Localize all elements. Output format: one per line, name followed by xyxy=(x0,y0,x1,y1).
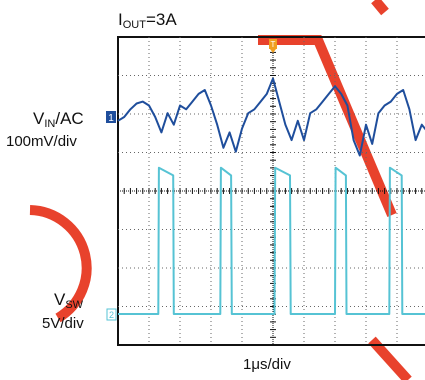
vin-marker-box xyxy=(106,111,116,123)
vsw-channel-label: VSW xyxy=(54,290,84,311)
vin-trace xyxy=(117,77,425,157)
watermark-arc-left xyxy=(29,205,92,323)
vsw-channel-marker: 2 xyxy=(106,308,117,321)
watermark-arc-bottom xyxy=(368,336,412,380)
watermark-arc-top xyxy=(258,35,397,217)
traces-layer xyxy=(117,77,425,315)
oscilloscope-grid xyxy=(117,36,425,346)
trigger-marker: T xyxy=(269,39,277,53)
output-current-label: IOUT=3A xyxy=(118,10,177,31)
timebase-label: 1μs/div xyxy=(243,356,291,373)
vsw-marker-text: 2 xyxy=(109,310,114,320)
watermark-decoration xyxy=(29,0,412,380)
vin-scale-label: 100mV/div xyxy=(6,133,77,150)
markers-layer: 1 2 T xyxy=(106,39,277,321)
vin-channel-label: VIN/AC xyxy=(33,109,84,130)
vin-channel-marker: 1 xyxy=(106,111,116,124)
trigger-marker-text: T xyxy=(271,40,276,49)
watermark-arc-corner xyxy=(371,0,389,16)
vsw-trace xyxy=(118,166,425,315)
vin-marker-text: 1 xyxy=(108,113,114,124)
trigger-marker-box xyxy=(269,39,277,49)
vsw-marker-box xyxy=(106,308,117,321)
trigger-arrow xyxy=(270,49,276,53)
vsw-scale-label: 5V/div xyxy=(42,315,84,332)
